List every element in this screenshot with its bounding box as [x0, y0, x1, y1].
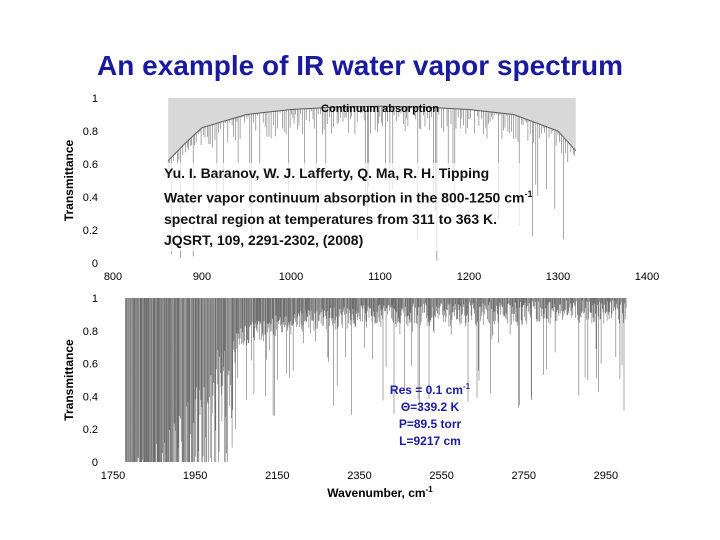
bottom-ytick-label: 1	[92, 293, 98, 305]
top-ytick-label: 0.6	[83, 159, 98, 171]
measurement-conditions: Res = 0.1 cm-1 Θ=339.2 K P=89.5 torr L=9…	[370, 378, 490, 450]
top-ytick-label: 0.2	[83, 225, 98, 237]
continuum-absorption-fill	[168, 98, 576, 161]
resolution-sup: -1	[462, 382, 471, 391]
bottom-xtick-label: 1750	[101, 470, 125, 482]
top-y-axis-label: Transmittance	[62, 139, 76, 221]
bottom-xtick-label: 2950	[594, 470, 618, 482]
bottom-y-axis-label: Transmittance	[62, 339, 76, 421]
top-xtick-label: 1300	[546, 271, 570, 283]
top-ytick-label: 0.4	[83, 192, 98, 204]
bottom-absorption-lines	[125, 298, 627, 462]
bottom-xtick-label: 1950	[183, 470, 207, 482]
pathlength-label: L=9217 cm	[399, 434, 461, 448]
bottom-ytick-label: 0.2	[83, 424, 98, 436]
bottom-ytick-label: 0.4	[83, 391, 98, 403]
bottom-x-axis-label: Wavenumber, cm-1	[327, 485, 433, 500]
resolution-label: Res = 0.1 cm-1	[370, 378, 490, 399]
top-xtick-label: 1000	[279, 271, 303, 283]
reference-title-line2: spectral region at temperatures from 311…	[164, 210, 498, 227]
bottom-xtick-label: 2550	[429, 470, 453, 482]
bottom-ytick-label: 0.8	[83, 326, 98, 338]
top-ytick-label: 1	[92, 93, 98, 105]
bottom-xtick-label: 2150	[265, 470, 289, 482]
bottom-ytick-label: 0	[92, 457, 98, 469]
top-xtick-label: 1400	[635, 271, 659, 283]
continuum-absorption-label: Continuum absorption	[321, 103, 439, 115]
reference-citation: Yu. I. Baranov, W. J. Lafferty, Q. Ma, R…	[164, 163, 533, 251]
reference-unit-sup: -1	[524, 189, 533, 199]
reference-title-line1: Water vapor continuum absorption in the …	[164, 184, 532, 209]
resolution-text: Res = 0.1 cm	[389, 383, 463, 397]
top-xtick-label: 1100	[368, 271, 392, 283]
temperature-label: Θ=339.2 K	[400, 400, 460, 414]
pressure-label: P=89.5 torr	[398, 417, 462, 431]
top-ytick-label: 0.8	[83, 126, 98, 138]
top-chart: 0 0.2 0.4 0.6 0.8 1 800 900 1000 1100 1200 1300 1400…	[62, 93, 659, 283]
bottom-chart: 0 0.2 0.4 0.6 0.8 1 1750 1950 2150 2350 2550 2750 29…	[62, 293, 627, 500]
top-xtick-label: 1200	[457, 271, 481, 283]
bottom-xtick-label: 2750	[512, 470, 536, 482]
top-xtick-label: 800	[104, 271, 122, 283]
reference-journal: JQSRT, 109, 2291-2302, (2008)	[164, 231, 364, 248]
bottom-xtick-label: 2350	[347, 470, 371, 482]
reference-title-text: Water vapor continuum absorption in the …	[164, 189, 525, 206]
top-ytick-label: 0	[92, 258, 98, 270]
continuum-envelope-line	[167, 105, 577, 162]
slide-title: An example of IR water vapor spectrum	[97, 50, 623, 81]
x-axis-label-sup: -1	[426, 485, 434, 494]
bottom-ytick-label: 0.6	[83, 359, 98, 371]
reference-authors: Yu. I. Baranov, W. J. Lafferty, Q. Ma, R…	[164, 165, 490, 181]
x-axis-label-text: Wavenumber, cm	[327, 486, 425, 500]
top-xtick-label: 900	[193, 271, 211, 283]
